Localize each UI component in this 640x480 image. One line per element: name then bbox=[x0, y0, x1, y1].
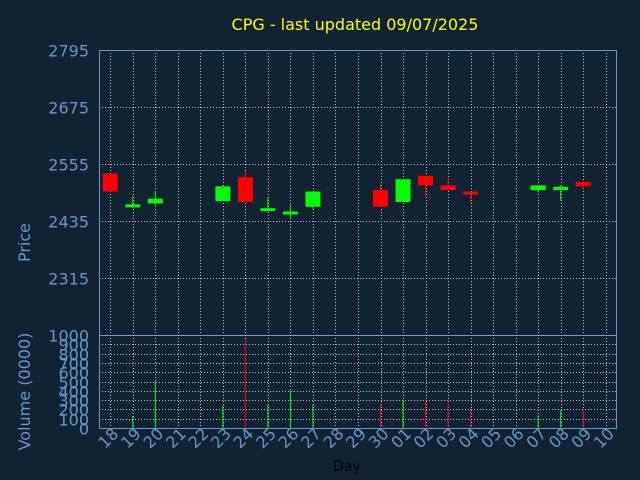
volume-tick-label: 0 bbox=[79, 420, 89, 439]
candle-08 bbox=[553, 185, 569, 202]
volume-tick-label: 1000 bbox=[48, 327, 89, 346]
candle-30 bbox=[373, 183, 389, 207]
candle-20 bbox=[147, 191, 163, 206]
candle-body bbox=[553, 186, 569, 191]
volume-tick-label: 600 bbox=[58, 364, 89, 383]
candle-body bbox=[147, 198, 163, 204]
price-tick-label: 2795 bbox=[48, 42, 89, 61]
candle-01 bbox=[395, 179, 411, 202]
candle-body bbox=[463, 191, 479, 195]
candle-02 bbox=[418, 175, 434, 197]
chart-title: CPG - last updated 09/07/2025 bbox=[232, 15, 479, 34]
volume-axis-label: Volume (0000) bbox=[15, 333, 34, 451]
candle-27 bbox=[305, 191, 321, 210]
price-tick-label: 2315 bbox=[48, 270, 89, 289]
volume-tick-label: 300 bbox=[58, 392, 89, 411]
volume-tick-label: 500 bbox=[58, 374, 89, 393]
price-tick-label: 2555 bbox=[48, 156, 89, 175]
candle-body bbox=[440, 185, 456, 191]
candle-body bbox=[237, 177, 253, 202]
x-axis-label: Day bbox=[333, 459, 361, 475]
candle-body bbox=[575, 182, 591, 187]
candle-07 bbox=[530, 185, 546, 193]
candle-26 bbox=[282, 204, 298, 218]
candle-body bbox=[395, 179, 411, 202]
candle-19 bbox=[125, 195, 141, 209]
candle-body bbox=[373, 190, 389, 207]
volume-tick-label: 200 bbox=[58, 401, 89, 420]
candle-body bbox=[215, 186, 231, 202]
candle-03 bbox=[440, 178, 456, 191]
price-axis-label: Price bbox=[15, 223, 34, 262]
candle-18 bbox=[102, 173, 118, 192]
candle-body bbox=[260, 208, 276, 212]
price-panel: 2795 2675 2555 2435 2315 bbox=[48, 42, 617, 336]
candle-body bbox=[282, 211, 298, 215]
volume-tick-label: 100 bbox=[58, 411, 89, 430]
price-tick-label: 2675 bbox=[48, 99, 89, 118]
price-tick-label: 2435 bbox=[48, 213, 89, 232]
candle-25 bbox=[260, 197, 276, 212]
volume-tick-label: 900 bbox=[58, 336, 89, 355]
x-axis: 1819202122232425262728293001020304050607… bbox=[94, 424, 617, 452]
candle-23 bbox=[215, 186, 231, 202]
price-frame bbox=[99, 50, 617, 336]
candle-body bbox=[418, 175, 434, 186]
candle-09 bbox=[575, 182, 591, 191]
candle-body bbox=[102, 173, 118, 192]
volume-tick-label: 700 bbox=[58, 355, 89, 374]
candle-body bbox=[305, 191, 321, 207]
candle-04 bbox=[463, 191, 479, 204]
candle-body bbox=[125, 204, 141, 208]
volume-tick-label: 400 bbox=[58, 383, 89, 402]
candle-24 bbox=[237, 171, 253, 202]
candle-body bbox=[530, 185, 546, 191]
volume-frame bbox=[99, 335, 617, 429]
volume-tick-label: 800 bbox=[58, 346, 89, 365]
